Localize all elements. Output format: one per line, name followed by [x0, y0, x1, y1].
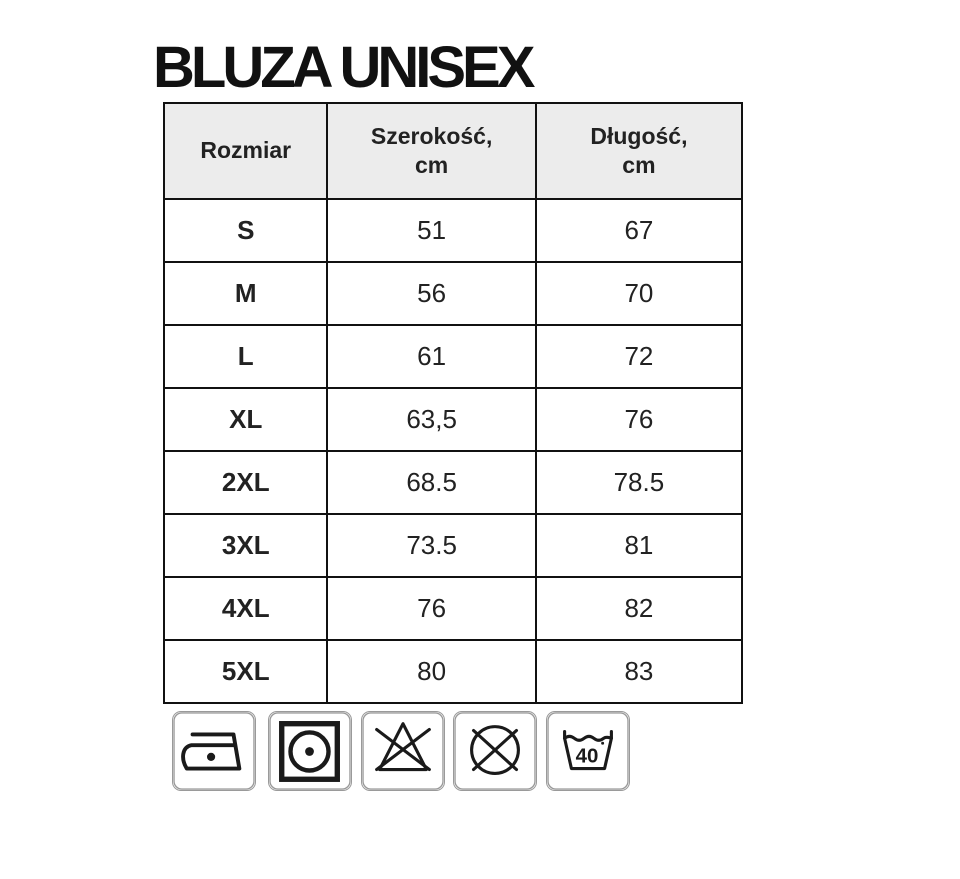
svg-text:40: 40 [576, 745, 599, 768]
